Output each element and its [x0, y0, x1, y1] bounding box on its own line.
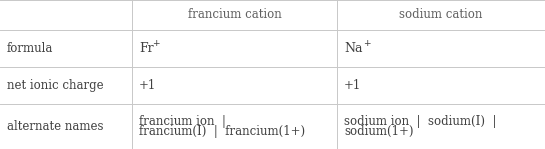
- Text: sodium cation: sodium cation: [399, 8, 483, 21]
- Text: +: +: [152, 39, 160, 49]
- Text: sodium ion  |  sodium(I)  |: sodium ion | sodium(I) |: [344, 115, 496, 128]
- Text: formula: formula: [7, 42, 53, 55]
- Text: francium(I)  |  francium(1+): francium(I) | francium(1+): [139, 125, 305, 138]
- Text: francium ion  |: francium ion |: [139, 115, 226, 128]
- Text: Fr: Fr: [139, 42, 154, 55]
- Text: alternate names: alternate names: [7, 120, 104, 133]
- Text: +1: +1: [139, 79, 156, 92]
- Text: +1: +1: [344, 79, 361, 92]
- Text: francium cation: francium cation: [187, 8, 281, 21]
- Text: +: +: [363, 39, 371, 49]
- Text: Na: Na: [344, 42, 362, 55]
- Text: sodium(1+): sodium(1+): [344, 125, 414, 138]
- Text: net ionic charge: net ionic charge: [7, 79, 104, 92]
